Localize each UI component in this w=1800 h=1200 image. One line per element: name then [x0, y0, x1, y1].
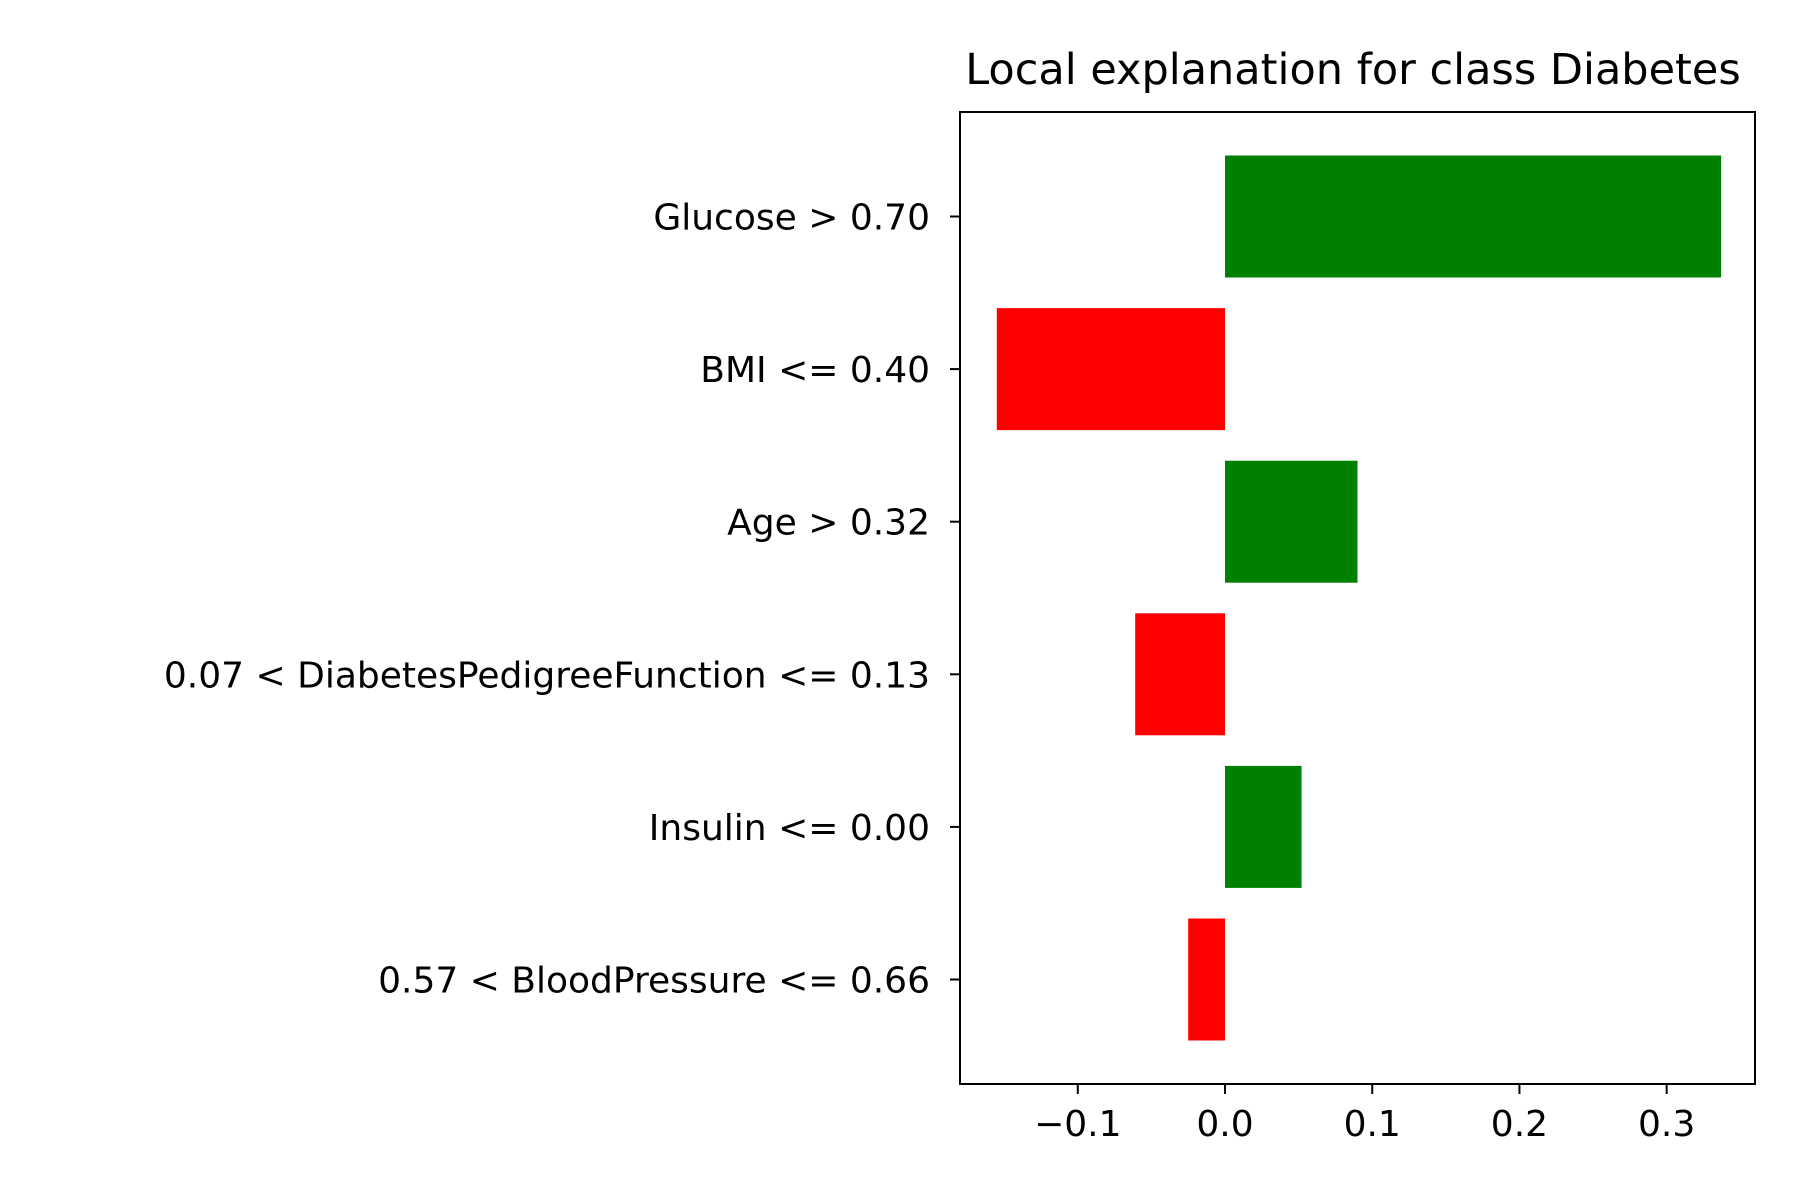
x-tick-label: 0.1 — [1344, 1104, 1401, 1145]
y-tick-label: 0.07 < DiabetesPedigreeFunction <= 0.13 — [164, 655, 930, 696]
y-tick-label: Insulin <= 0.00 — [649, 808, 930, 849]
bar — [1188, 918, 1225, 1041]
y-axis: Glucose > 0.70 BMI <= 0.40 Age > 0.32 0.07 … — [164, 198, 960, 1002]
y-tick-label: Age > 0.32 — [727, 503, 930, 544]
bar — [1225, 155, 1722, 278]
x-tick-label: −0.1 — [1034, 1104, 1121, 1145]
y-tick-label: BMI <= 0.40 — [700, 350, 930, 391]
y-tick-label: Glucose > 0.70 — [653, 198, 930, 239]
x-tick-label: 0.2 — [1491, 1104, 1548, 1145]
x-tick-label: 0.3 — [1638, 1104, 1695, 1145]
y-tick-label: 0.57 < BloodPressure <= 0.66 — [378, 961, 930, 1002]
plot-frame — [959, 111, 1756, 1085]
bar — [1225, 765, 1302, 888]
x-axis: −0.1 0.0 0.1 0.2 0.3 — [1034, 1084, 1695, 1145]
chart-title: Local explanation for class Diabetes — [965, 45, 1741, 95]
bar — [1135, 613, 1225, 736]
bar — [1225, 460, 1358, 583]
x-tick-label: 0.0 — [1196, 1104, 1253, 1145]
bar — [996, 308, 1225, 431]
bars-layer — [996, 155, 1722, 1041]
